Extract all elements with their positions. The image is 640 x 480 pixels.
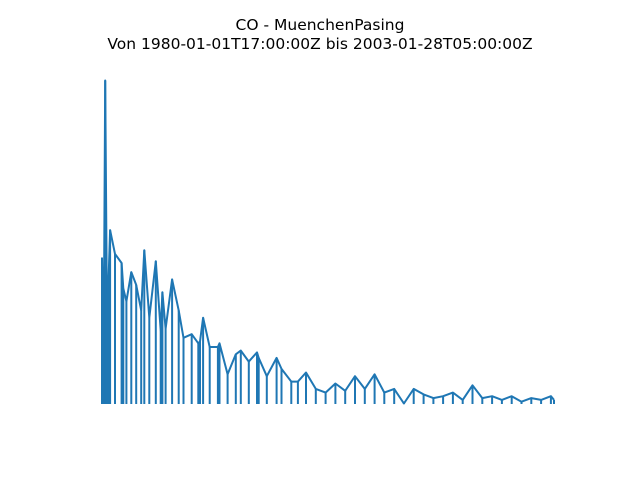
series-layer [101, 79, 555, 405]
chart-subtitle: Von 1980-01-01T17:00:00Z bis 2003-01-28T… [107, 35, 533, 53]
series-line-0 [101, 79, 555, 405]
chart-title: CO - MuenchenPasing [235, 16, 405, 34]
